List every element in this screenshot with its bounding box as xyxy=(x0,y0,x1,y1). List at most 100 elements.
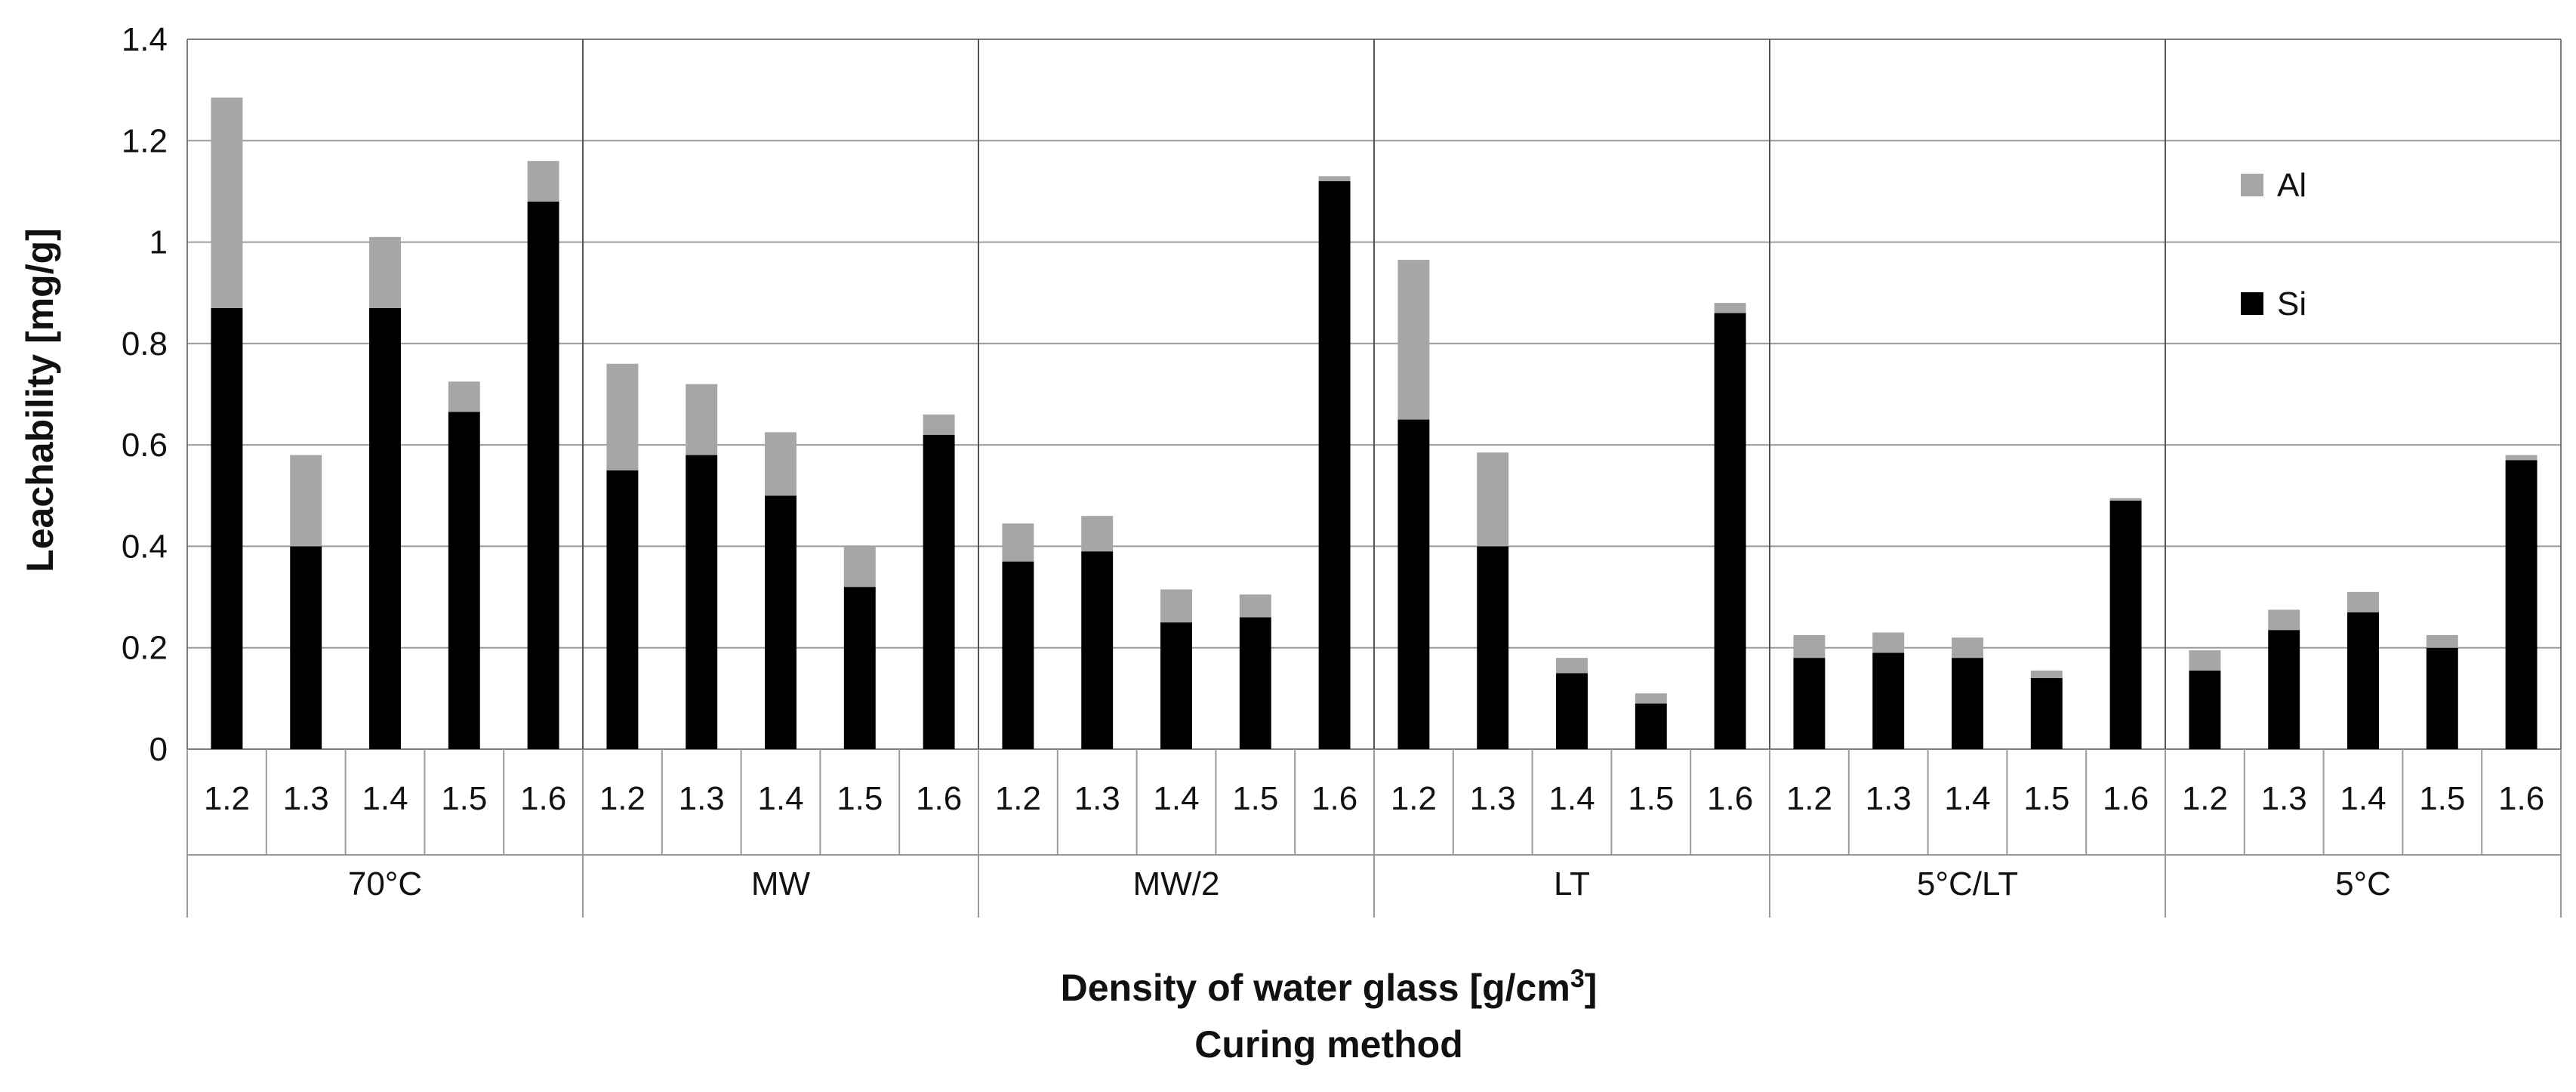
bar-si xyxy=(765,495,797,749)
bar-si xyxy=(923,434,955,749)
bar-si xyxy=(1397,419,1430,749)
y-tick-label: 0 xyxy=(149,731,168,768)
bar-si xyxy=(2268,630,2300,749)
x-tick-label: 1.4 xyxy=(757,780,803,817)
bar-al xyxy=(1002,523,1034,562)
x-tick-label: 1.2 xyxy=(599,780,646,817)
legend-label: Al xyxy=(2277,167,2306,204)
bar-al xyxy=(686,384,718,455)
bar-si xyxy=(2189,670,2221,749)
y-axis-ticks: 0 0.2 0.4 0.6 0.8 1 1.2 1.4 xyxy=(122,21,168,768)
bar-al xyxy=(1397,260,1430,420)
bar-al xyxy=(527,161,559,202)
bar-si xyxy=(843,587,876,749)
bar-al xyxy=(2030,670,2063,678)
bar-si xyxy=(211,307,243,749)
bar-si xyxy=(1239,617,1271,749)
bar-si xyxy=(2426,647,2458,749)
x-axis-title-end: ] xyxy=(1585,967,1598,1009)
bar-al xyxy=(2189,650,2221,671)
x-tick-label: 1.3 xyxy=(283,780,329,817)
x-tick-label: 1.6 xyxy=(520,780,566,817)
legend-label: Si xyxy=(2277,285,2306,322)
bar-si xyxy=(2347,612,2379,749)
y-tick-label: 1.4 xyxy=(122,21,168,58)
y-tick-label: 0.8 xyxy=(122,325,168,362)
bar-si xyxy=(1318,181,1351,749)
x-tick-label: 1.6 xyxy=(1311,780,1357,817)
legend-swatch xyxy=(2241,174,2263,196)
bar-al xyxy=(843,546,876,588)
bar-al xyxy=(2426,634,2458,648)
bar-si xyxy=(1714,313,1746,750)
bar-al xyxy=(1160,589,1192,623)
x-tick-label: 1.6 xyxy=(916,780,962,817)
group-label: 5°C/LT xyxy=(1917,865,2018,902)
bar-si xyxy=(1477,546,1509,749)
y-tick-label: 0.6 xyxy=(122,427,168,464)
x-tick-label: 1.3 xyxy=(1470,780,1516,817)
x-tick-label: 1.5 xyxy=(2023,780,2069,817)
bar-si xyxy=(369,307,401,749)
x-tick-label: 1.4 xyxy=(362,780,408,817)
bar-si xyxy=(1635,703,1667,749)
x-tick-label: 1.3 xyxy=(679,780,725,817)
group-label: MW/2 xyxy=(1133,865,1220,902)
bar-al xyxy=(2505,455,2537,461)
bar-si xyxy=(2109,501,2142,749)
bar-al xyxy=(606,363,639,470)
bar-al xyxy=(2347,591,2379,612)
y-tick-label: 1.2 xyxy=(122,122,168,159)
x-tick-label: 1.4 xyxy=(1153,780,1199,817)
x-tick-label: 1.6 xyxy=(2103,780,2149,817)
bar-si xyxy=(606,470,639,749)
bar-al xyxy=(1477,452,1509,547)
bar-al xyxy=(1318,176,1351,181)
bar-al xyxy=(1952,637,1983,659)
bar-al xyxy=(1239,594,1271,618)
x-tick-label: 1.2 xyxy=(1786,780,1832,817)
x-axis-title-main: Density of water glass [g/cm xyxy=(1061,967,1570,1009)
bar-al xyxy=(369,236,401,308)
bar-si xyxy=(686,455,718,749)
x-tick-label: 1.3 xyxy=(1074,780,1120,817)
bar-si xyxy=(290,546,322,749)
legend-swatch xyxy=(2241,292,2263,315)
y-axis-title: Leachability [mg/g] xyxy=(19,228,61,572)
group-label: MW xyxy=(751,865,811,902)
x-axis-title-line1: Density of water glass [g/cm3] xyxy=(1061,964,1598,1009)
y-tick-label: 1 xyxy=(149,224,168,261)
x-tick-label: 1.4 xyxy=(1944,780,1990,817)
bar-si xyxy=(1160,622,1192,749)
x-tick-label: 1.4 xyxy=(2340,780,2386,817)
group-label: 5°C xyxy=(2335,865,2391,902)
bar-al xyxy=(211,97,243,308)
x-tick-label: 1.3 xyxy=(2261,780,2307,817)
x-axis-categories: 1.2 1.3 1.4 1.5 1.6 1.2 1.3 1.4 1.5 1.6 1.2 1.3 1.4 1… xyxy=(186,749,2562,918)
legend: Al Si xyxy=(2241,167,2306,322)
bar-si xyxy=(1556,673,1588,749)
y-tick-label: 0.2 xyxy=(122,630,168,667)
x-tick-label: 1.2 xyxy=(995,780,1041,817)
bar-si xyxy=(1793,658,1826,749)
x-tick-label: 1.6 xyxy=(1707,780,1753,817)
y-tick-label: 0.4 xyxy=(122,528,168,565)
bar-al xyxy=(765,432,797,496)
x-tick-label: 1.5 xyxy=(1232,780,1278,817)
bar-si xyxy=(2505,460,2537,749)
x-tick-label: 1.2 xyxy=(2182,780,2228,817)
x-tick-label: 1.2 xyxy=(1391,780,1437,817)
x-tick-label: 1.5 xyxy=(1628,780,1674,817)
bar-al xyxy=(1081,516,1114,552)
bar-si xyxy=(1002,561,1034,749)
bar-si xyxy=(1872,652,1905,749)
bar-si xyxy=(527,201,559,749)
bar-al xyxy=(2109,498,2142,501)
x-tick-label: 1.6 xyxy=(2498,780,2544,817)
x-tick-label: 1.5 xyxy=(837,780,883,817)
x-tick-label: 1.4 xyxy=(1548,780,1595,817)
x-axis-title-line2: Curing method xyxy=(1194,1023,1463,1066)
bars xyxy=(211,97,2537,750)
x-axis-title-superscript: 3 xyxy=(1570,964,1585,993)
